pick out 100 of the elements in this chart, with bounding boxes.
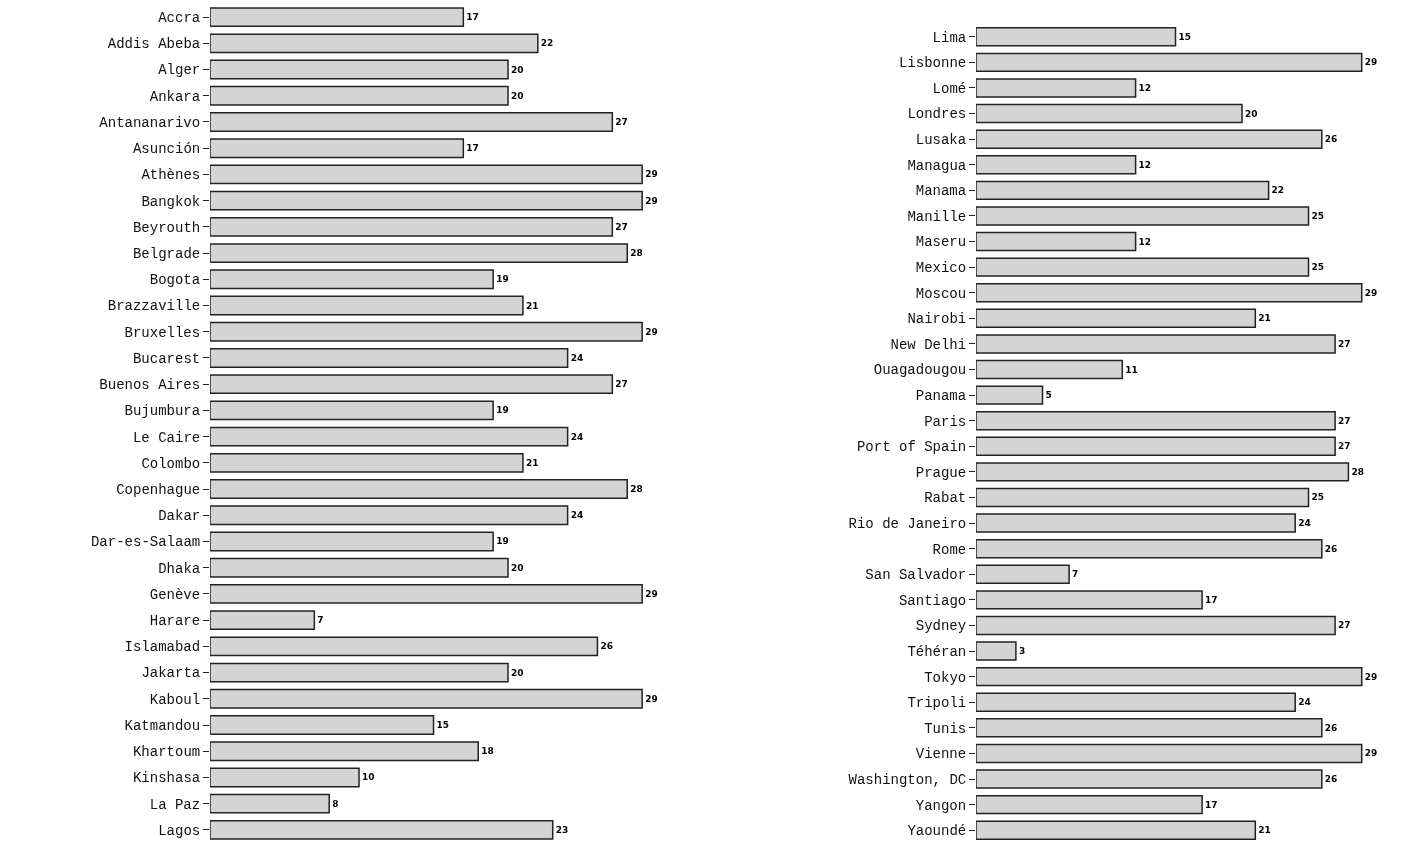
y-tick-label: Athènes [141, 167, 201, 184]
y-tick-label: Harare [149, 613, 201, 630]
y-tick-label: Ankara [149, 88, 201, 105]
data-label: 29 [645, 326, 658, 337]
y-tick-label: Ouagadougou [873, 362, 967, 379]
y-tick-label: Rome [932, 541, 967, 558]
data-label: 17 [1205, 799, 1218, 810]
data-label: 27 [1338, 338, 1351, 349]
data-label: 28 [630, 484, 643, 495]
data-label: 25 [1311, 262, 1325, 273]
y-tick-label: Genève [149, 586, 201, 603]
y-tick-label: Manama [915, 183, 967, 200]
data-label: 23 [555, 824, 569, 835]
data-label: 28 [630, 248, 643, 259]
y-tick-label: Colombo [141, 455, 201, 472]
data-label: 7 [1072, 569, 1079, 580]
data-label: 29 [645, 195, 658, 206]
y-tick-label: New Delhi [890, 336, 967, 353]
y-tick-label: Buenos Aires [99, 377, 201, 394]
data-label: 26 [1324, 722, 1338, 733]
data-label: 29 [645, 588, 658, 599]
y-tick-label: Yaoundé [907, 823, 967, 840]
data-label: 27 [615, 379, 628, 390]
y-tick-label: Vienne [915, 746, 967, 763]
y-tick-label: Moscou [915, 285, 967, 302]
y-tick-label: Washington, DC [848, 771, 967, 788]
y-tick-label: Bucarest [132, 350, 201, 367]
data-label: 20 [511, 667, 524, 678]
y-tick-label: Khartoum [132, 744, 201, 761]
y-tick-label: Prague [915, 464, 967, 481]
y-tick-label: Rabat [924, 490, 967, 507]
data-label: 17 [466, 12, 479, 23]
y-tick-label: Mexico [915, 260, 967, 277]
data-label: 29 [1364, 748, 1378, 759]
y-tick-label: Brazzaville [107, 298, 201, 315]
data-label: 24 [1298, 518, 1311, 529]
data-label: 19 [496, 536, 509, 547]
data-label: 17 [466, 143, 479, 154]
y-tick-label: Lisbonne [898, 55, 967, 72]
data-label: 20 [511, 64, 524, 75]
data-label: 29 [1364, 671, 1378, 682]
y-tick-label: Nairobi [907, 311, 967, 328]
y-tick-label: Maseru [915, 234, 967, 251]
y-tick-label: Jakarta [141, 665, 201, 682]
data-label: 27 [1338, 620, 1351, 631]
data-label: 29 [645, 169, 658, 180]
y-tick-label: Alger [158, 62, 201, 79]
data-label: 3 [1018, 646, 1026, 657]
y-tick-label: Addis Abeba [107, 36, 201, 53]
y-tick-label: Belgrade [132, 245, 201, 262]
data-label: 20 [511, 562, 524, 573]
y-tick-label: Sydney [915, 618, 967, 635]
data-label: 21 [525, 457, 539, 468]
data-label: 29 [645, 693, 658, 704]
data-label: 7 [317, 615, 324, 626]
y-tick-label: Bogota [149, 272, 201, 289]
y-tick-label: Yangon [915, 797, 967, 814]
data-label: 26 [1324, 543, 1338, 554]
y-tick-label: Londres [907, 106, 967, 123]
data-label: 8 [332, 798, 339, 809]
y-tick-label: Dhaka [158, 560, 201, 577]
y-tick-label: Kaboul [149, 691, 201, 708]
data-label: 22 [1271, 185, 1285, 196]
y-tick-label: Lomé [932, 80, 967, 97]
y-tick-label: Rio de Janeiro [848, 515, 967, 532]
data-label: 29 [1364, 287, 1378, 298]
y-tick-label: Kinshasa [132, 770, 201, 787]
data-label: 19 [496, 274, 509, 285]
data-label: 24 [570, 431, 584, 442]
data-label: 12 [1138, 159, 1152, 170]
data-label: 26 [1324, 134, 1338, 145]
y-tick-label: Santiago [898, 592, 967, 609]
y-tick-label: Panama [915, 388, 967, 405]
data-label: 27 [615, 221, 628, 232]
data-label: 20 [1245, 108, 1258, 119]
y-tick-label: Port of Spain [856, 439, 967, 456]
y-tick-label: Asunción [132, 141, 201, 158]
y-tick-label: Bruxelles [124, 324, 201, 341]
data-label: 25 [1311, 492, 1325, 503]
data-label: 11 [1125, 364, 1138, 375]
data-label: 27 [1338, 441, 1351, 452]
y-tick-label: Lusaka [915, 132, 967, 149]
y-tick-label: Lima [932, 29, 967, 46]
y-tick-label: Antananarivo [99, 114, 201, 131]
y-tick-label: La Paz [149, 796, 201, 813]
y-tick-label: Islamabad [124, 639, 201, 656]
data-label: 18 [481, 746, 494, 757]
y-tick-label: Beyrouth [132, 219, 201, 236]
data-label: 26 [1324, 774, 1338, 785]
data-label: 15 [436, 720, 450, 731]
y-tick-label: Manille [907, 208, 967, 225]
data-label: 22 [540, 38, 554, 49]
data-label: 25 [1311, 210, 1325, 221]
data-label: 12 [1138, 82, 1152, 93]
y-tick-label: Bujumbura [124, 403, 201, 420]
data-label: 24 [1298, 697, 1311, 708]
data-label: 15 [1178, 31, 1192, 42]
data-label: 27 [615, 116, 628, 127]
data-label: 20 [511, 90, 524, 101]
data-label: 27 [1338, 415, 1351, 426]
